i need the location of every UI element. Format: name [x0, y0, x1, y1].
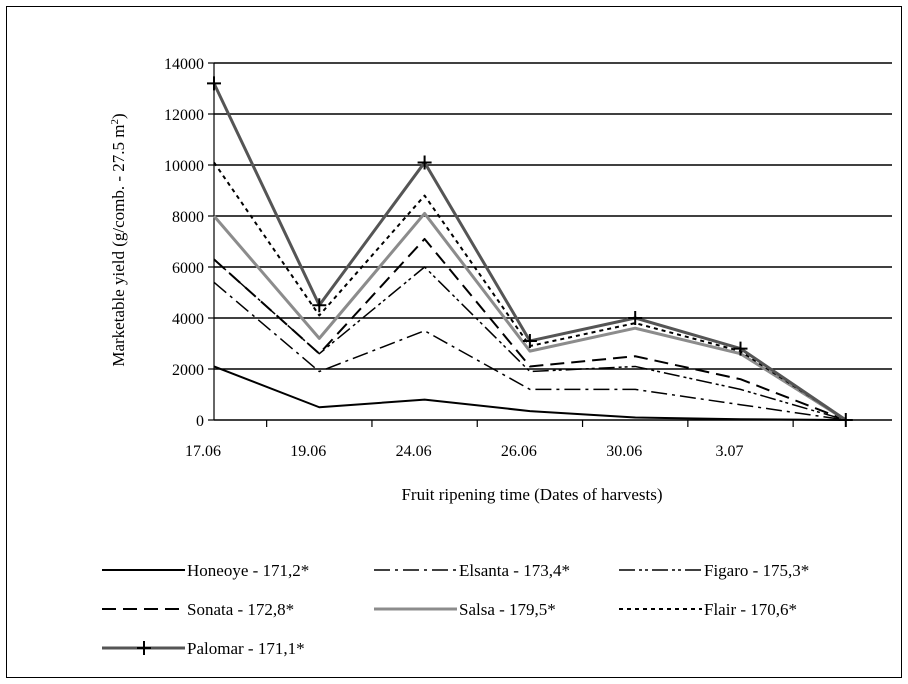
y-axis-label-superscript: 2 — [109, 119, 121, 125]
plus-marker — [628, 311, 643, 325]
gridlines — [214, 62, 892, 370]
x-tick-label: 3.07 — [716, 443, 744, 460]
y-axis-label: Marketable yield (g/comb. - 27.5 m2) — [109, 113, 128, 366]
plus-marker — [838, 413, 853, 427]
series-line — [213, 161, 847, 421]
y-tick-label: 8000 — [172, 209, 204, 226]
legend-label: Flair - 170,6* — [704, 600, 797, 619]
y-tick-labels: 0 2000 4000 6000 8000 10000 12000 14000 — [164, 56, 204, 430]
series-sonata — [213, 237, 847, 421]
x-axis-label: Fruit ripening time (Dates of harvests) — [401, 485, 662, 504]
plus-marker — [137, 641, 151, 655]
legend-label: Elsanta - 173,4* — [459, 561, 570, 580]
series-flair — [213, 161, 847, 421]
x-tick-labels: 17.06 19.06 24.06 26.06 30.06 3.07 — [185, 443, 744, 460]
series-figaro — [213, 258, 847, 421]
line-chart: 0 2000 4000 6000 8000 10000 12000 14000 17.06 19… — [102, 56, 892, 658]
legend-item: Elsanta - 173,4* — [374, 561, 570, 580]
plus-marker — [312, 298, 327, 313]
y-tick-label: 12000 — [164, 107, 204, 124]
plus-marker — [207, 76, 221, 91]
y-tick-label: 2000 — [172, 362, 204, 379]
legend: Honeoye - 171,2* Elsanta - 173,4* Figaro -… — [102, 561, 809, 658]
series-line — [213, 281, 846, 421]
series-line — [213, 237, 847, 421]
legend-item: Palomar - 171,1* — [102, 639, 305, 658]
legend-item: Salsa - 179,5* — [374, 600, 556, 619]
plus-marker — [733, 341, 748, 356]
series-line — [213, 258, 847, 421]
y-axis-label-text: Marketable yield (g/comb. - 27.5 m — [109, 124, 128, 366]
series-palomar — [207, 76, 853, 427]
plus-marker — [522, 333, 537, 348]
chart-frame: 0 2000 4000 6000 8000 10000 12000 14000 17.06 19… — [6, 6, 902, 678]
legend-item: Sonata - 172,8* — [102, 600, 294, 619]
series-elsanta — [213, 281, 846, 421]
y-tick-label: 6000 — [172, 260, 204, 277]
legend-item: Honeoye - 171,2* — [102, 561, 309, 580]
plus-marker — [417, 155, 432, 170]
legend-item: Flair - 170,6* — [619, 600, 797, 619]
legend-label: Honeoye - 171,2* — [187, 561, 309, 580]
x-tick-label: 24.06 — [396, 443, 432, 460]
x-tick-label: 26.06 — [501, 443, 537, 460]
x-tick-label: 17.06 — [185, 443, 221, 460]
y-tick-label: 4000 — [172, 311, 204, 328]
x-tick-label: 30.06 — [606, 443, 642, 460]
legend-label: Salsa - 179,5* — [459, 600, 556, 619]
y-tick-label: 0 — [196, 413, 204, 430]
legend-label: Sonata - 172,8* — [187, 600, 294, 619]
axes — [208, 62, 892, 427]
y-tick-label: 10000 — [164, 158, 204, 175]
x-tick-label: 19.06 — [290, 443, 326, 460]
legend-label: Figaro - 175,3* — [704, 561, 809, 580]
legend-label: Palomar - 171,1* — [187, 639, 305, 658]
y-tick-label: 14000 — [164, 56, 204, 73]
series-honeoye — [213, 365, 846, 421]
legend-item: Figaro - 175,3* — [619, 561, 809, 580]
y-axis-label-suffix: ) — [109, 113, 128, 119]
series-lines — [207, 76, 853, 427]
series-line — [213, 365, 846, 421]
